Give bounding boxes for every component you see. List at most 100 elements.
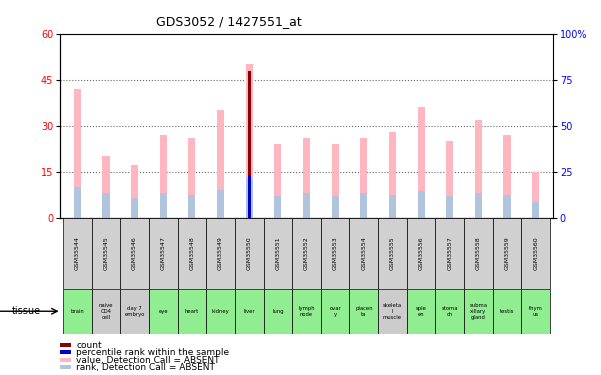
Bar [74, 89, 81, 218]
Text: GSM35547: GSM35547 [160, 236, 166, 270]
Bar [350, 289, 378, 334]
Text: GSM35550: GSM35550 [246, 236, 252, 270]
Bar [63, 289, 91, 334]
Bar [378, 217, 407, 289]
Bar [464, 289, 493, 334]
Text: GSM35560: GSM35560 [533, 236, 538, 270]
Text: GSM35559: GSM35559 [505, 236, 510, 270]
Bar [188, 138, 195, 218]
Text: placen
ta: placen ta [355, 306, 373, 316]
Bar [177, 217, 206, 289]
Bar [407, 217, 436, 289]
Text: ovar
y: ovar y [329, 306, 341, 316]
Bar [436, 289, 464, 334]
Text: GSM35545: GSM35545 [103, 236, 108, 270]
Text: day 7
embryо: day 7 embryо [124, 306, 145, 316]
Text: liver: liver [243, 309, 255, 314]
Text: GSM35555: GSM35555 [390, 236, 395, 270]
Text: count: count [76, 340, 102, 350]
Text: GDS3052 / 1427551_at: GDS3052 / 1427551_at [156, 15, 301, 28]
Text: GSM35554: GSM35554 [361, 236, 367, 270]
Text: naive
CD4
cell: naive CD4 cell [99, 303, 113, 320]
Bar [206, 289, 235, 334]
Text: GSM35557: GSM35557 [447, 236, 453, 270]
Bar [60, 343, 72, 347]
Bar [102, 156, 109, 218]
Bar [407, 289, 436, 334]
Text: GSM35558: GSM35558 [476, 236, 481, 270]
Bar [246, 64, 253, 218]
Bar [274, 144, 281, 218]
Bar [235, 289, 263, 334]
Bar [475, 193, 482, 217]
Bar [321, 217, 350, 289]
Bar [248, 175, 251, 217]
Bar [303, 138, 310, 218]
Text: GSM35553: GSM35553 [333, 236, 338, 270]
Bar [532, 172, 539, 217]
Bar [418, 107, 425, 218]
Bar [263, 289, 292, 334]
Bar [475, 120, 482, 218]
Text: value, Detection Call = ABSENT: value, Detection Call = ABSENT [76, 356, 220, 364]
Bar [235, 217, 263, 289]
Bar [120, 217, 149, 289]
Bar [522, 289, 550, 334]
Bar [504, 195, 511, 217]
Bar [60, 350, 72, 354]
Text: kidney: kidney [212, 309, 230, 314]
Text: subma
xillary
gland: subma xillary gland [469, 303, 487, 320]
Bar [131, 198, 138, 217]
Bar [378, 289, 407, 334]
Bar [292, 217, 321, 289]
Bar [274, 196, 281, 217]
Text: GSM35556: GSM35556 [419, 236, 424, 270]
Bar [418, 192, 425, 217]
Bar [493, 289, 522, 334]
Bar [332, 144, 339, 218]
Bar [160, 135, 167, 218]
Bar [74, 187, 81, 218]
Bar [522, 217, 550, 289]
Bar [60, 358, 72, 362]
Text: GSM35552: GSM35552 [304, 236, 309, 270]
Bar [436, 217, 464, 289]
Bar [217, 190, 224, 217]
Text: GSM35548: GSM35548 [189, 236, 194, 270]
Bar [446, 141, 453, 218]
Bar [91, 217, 120, 289]
Bar [389, 195, 396, 217]
Bar [292, 289, 321, 334]
Bar [360, 193, 367, 217]
Bar [332, 196, 339, 217]
Text: GSM35546: GSM35546 [132, 236, 137, 270]
Bar [188, 195, 195, 217]
Bar [446, 196, 453, 217]
Bar [149, 289, 177, 334]
Bar [504, 135, 511, 218]
Bar [149, 217, 177, 289]
Text: tissue: tissue [12, 306, 41, 316]
Text: GSM35549: GSM35549 [218, 236, 223, 270]
Bar [206, 217, 235, 289]
Bar [360, 138, 367, 218]
Bar [493, 217, 522, 289]
Bar [102, 193, 109, 217]
Bar [91, 289, 120, 334]
Text: percentile rank within the sample: percentile rank within the sample [76, 348, 230, 357]
Bar [120, 289, 149, 334]
Bar [532, 202, 539, 217]
Bar [246, 178, 253, 218]
Text: testis: testis [500, 309, 514, 314]
Text: stoma
ch: stoma ch [442, 306, 458, 316]
Text: rank, Detection Call = ABSENT: rank, Detection Call = ABSENT [76, 363, 215, 372]
Text: lymph
node: lymph node [298, 306, 315, 316]
Text: eye: eye [159, 309, 168, 314]
Bar [131, 165, 138, 218]
Text: GSM35551: GSM35551 [275, 236, 280, 270]
Bar [321, 289, 350, 334]
Bar [303, 193, 310, 217]
Bar [160, 193, 167, 217]
Text: brain: brain [70, 309, 84, 314]
Bar [389, 132, 396, 218]
